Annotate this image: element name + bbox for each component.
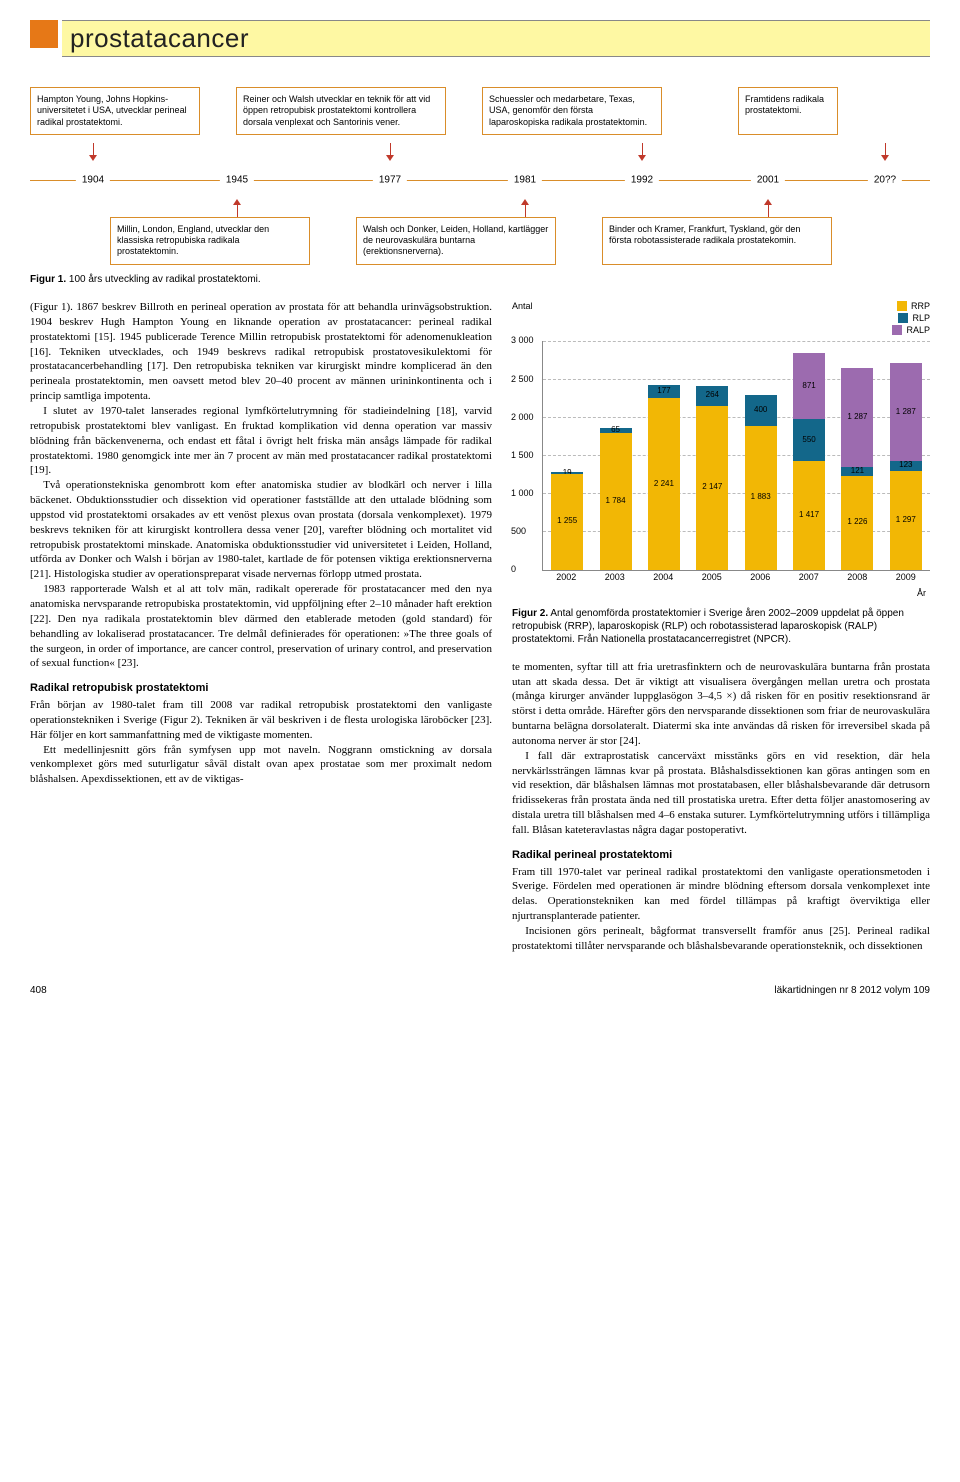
y-tick-label: 2 500: [511, 373, 534, 385]
bar-segment: 1 255: [551, 474, 583, 570]
timeline-box: Walsh och Donker, Leiden, Holland, kartl…: [356, 217, 556, 265]
chart-x-axis-label: År: [542, 587, 930, 599]
bar-segment: 1 883: [745, 426, 777, 570]
section-heading: Radikal perineal prostatektomi: [512, 848, 930, 863]
body-p: I fall där extraprostatisk cancerväxt mi…: [512, 749, 930, 838]
bar-column: 1 2971231 287: [890, 341, 922, 570]
bar-segment: 1 287: [890, 363, 922, 461]
bar-column: 2 147264: [696, 341, 728, 570]
figure-2-chart: Antal RRPRLPRALP 0 500 1 000 1 500 2 000 2 50…: [512, 300, 930, 599]
bar-segment: 1 226: [841, 476, 873, 570]
bar-column: 1 417550871: [793, 341, 825, 570]
figure-2-caption-text: Antal genomförda prostatektomier i Sveri…: [512, 608, 904, 645]
figure-1-label: Figur 1.: [30, 274, 66, 285]
legend-label: RRP: [911, 300, 930, 312]
title-bar: prostatacancer: [62, 20, 930, 57]
bar-segment: 400: [745, 395, 777, 426]
body-p: Ett medellinjesnitt görs från symfysen u…: [30, 743, 492, 788]
bar-segment: 177: [648, 385, 680, 399]
bar-column: 1 883400: [745, 341, 777, 570]
figure-2-caption: Figur 2. Antal genomförda prostatektomie…: [512, 607, 930, 646]
y-tick-label: 3 000: [511, 334, 534, 346]
bar-column: 1 78465: [600, 341, 632, 570]
bar-segment: 550: [793, 419, 825, 461]
right-column: Antal RRPRLPRALP 0 500 1 000 1 500 2 000 2 50…: [512, 300, 930, 954]
timeline-box: Millin, London, England, utvecklar den k…: [110, 217, 310, 265]
x-tick-label: 2003: [605, 571, 625, 583]
timeline-year: 1945: [220, 173, 254, 187]
body-p: Två operationstekniska genombrott kom ef…: [30, 478, 492, 582]
bar-column: 1 2261211 287: [841, 341, 873, 570]
figure-1-caption-text: 100 års utveckling av radikal prostatekt…: [66, 274, 261, 285]
timeline-axis: 1904 1945 1977 1981 1992 2001 20??: [30, 165, 930, 195]
legend-label: RALP: [906, 324, 930, 336]
timeline-box: Schuessler och medarbetare, Texas, USA, …: [482, 87, 662, 135]
page-footer: 408 läkartidningen nr 8 2012 volym 109: [30, 984, 930, 998]
bar-segment: 121: [841, 467, 873, 476]
timeline-year: 20??: [868, 173, 902, 187]
page-number: 408: [30, 984, 47, 998]
legend-item: RLP: [892, 312, 930, 324]
bar-segment: 1 297: [890, 471, 922, 570]
left-column: (Figur 1). 1867 beskrev Billroth en peri…: [30, 300, 492, 954]
timeline-year: 1904: [76, 173, 110, 187]
timeline-year: 1981: [508, 173, 542, 187]
timeline-bottom-row: Millin, London, England, utvecklar den k…: [30, 217, 930, 265]
legend-label: RLP: [912, 312, 930, 324]
bar-column: 2 241177: [648, 341, 680, 570]
figure-2-label: Figur 2.: [512, 608, 548, 619]
body-p: Fram till 1970-talet var perineal radika…: [512, 865, 930, 924]
bar-segment: 1 287: [841, 368, 873, 466]
x-tick-label: 2002: [556, 571, 576, 583]
figure-1: Hampton Young, Johns Hopkins-universitet…: [30, 87, 930, 286]
legend-item: RRP: [892, 300, 930, 312]
timeline-box: Reiner och Walsh utvecklar en teknik för…: [236, 87, 446, 135]
page-title: prostatacancer: [70, 21, 249, 56]
legend-item: RALP: [892, 324, 930, 336]
journal-info: läkartidningen nr 8 2012 volym 109: [774, 984, 930, 998]
x-tick-label: 2007: [799, 571, 819, 583]
timeline-year: 2001: [751, 173, 785, 187]
y-tick-label: 500: [511, 525, 526, 537]
x-tick-label: 2005: [702, 571, 722, 583]
timeline-box: Binder och Kramer, Frankfurt, Tyskland, …: [602, 217, 832, 265]
x-tick-label: 2009: [896, 571, 916, 583]
x-tick-label: 2008: [847, 571, 867, 583]
body-p: Incisionen görs perinealt, bågformat tra…: [512, 924, 930, 954]
figure-1-caption: Figur 1. 100 års utveckling av radikal p…: [30, 273, 930, 287]
x-tick-label: 2004: [653, 571, 673, 583]
bar-segment: 264: [696, 386, 728, 406]
body-p: I slutet av 1970-talet lanserades region…: [30, 404, 492, 478]
x-tick-label: 2006: [750, 571, 770, 583]
section-heading: Radikal retropubisk prostatektomi: [30, 681, 492, 696]
bar-column: 1 25519: [551, 341, 583, 570]
timeline-box: Hampton Young, Johns Hopkins-universitet…: [30, 87, 200, 135]
y-tick-label: 1 000: [511, 487, 534, 499]
timeline-year: 1992: [625, 173, 659, 187]
body-p: te momenten, syftar till att fria uretra…: [512, 660, 930, 749]
timeline-box: Framtidens radikala prostatektomi.: [738, 87, 838, 135]
header-bullet: [30, 20, 58, 48]
chart-y-axis-label: Antal: [512, 300, 533, 336]
body-p: 1983 rapporterade Walsh et al att tolv m…: [30, 582, 492, 671]
bar-segment: 871: [793, 353, 825, 419]
timeline-year: 1977: [373, 173, 407, 187]
bar-segment: 123: [890, 461, 922, 470]
bar-segment: 1 417: [793, 461, 825, 569]
body-p: Från början av 1980-talet fram till 2008…: [30, 698, 492, 743]
y-tick-label: 0: [511, 563, 516, 575]
bar-segment: 2 241: [648, 398, 680, 569]
body-p: (Figur 1). 1867 beskrev Billroth en peri…: [30, 300, 492, 404]
y-tick-label: 2 000: [511, 411, 534, 423]
chart-legend: RRPRLPRALP: [892, 300, 930, 336]
timeline-top-row: Hampton Young, Johns Hopkins-universitet…: [30, 87, 930, 135]
page-header: prostatacancer: [30, 20, 930, 57]
y-tick-label: 1 500: [511, 449, 534, 461]
bar-segment: 2 147: [696, 406, 728, 570]
bar-segment: 1 784: [600, 433, 632, 569]
